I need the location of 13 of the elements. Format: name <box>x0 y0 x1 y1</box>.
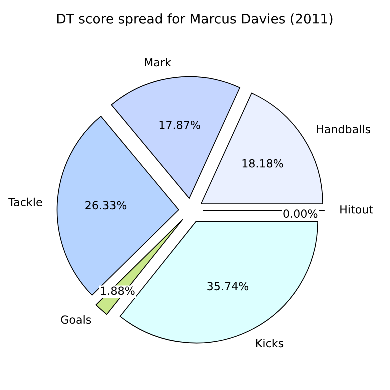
slice-label: Kicks <box>256 339 284 348</box>
legend-label: Hitout <box>340 205 374 214</box>
slice-label: Tackle <box>8 198 42 207</box>
data-label: 17.87% <box>160 120 200 130</box>
slice-label: Goals <box>61 315 92 324</box>
data-label: 26.33% <box>86 201 127 210</box>
slice-label: Mark <box>145 58 172 67</box>
data-label: 18.18% <box>242 159 284 168</box>
data-label: 35.74% <box>208 282 249 291</box>
chart-title: DT score spread for Marcus Davies (2011) <box>57 14 333 26</box>
text: 0.00% <box>284 210 318 218</box>
slice-label: Handballs <box>317 124 371 134</box>
data-label: 1.88% <box>101 286 135 296</box>
